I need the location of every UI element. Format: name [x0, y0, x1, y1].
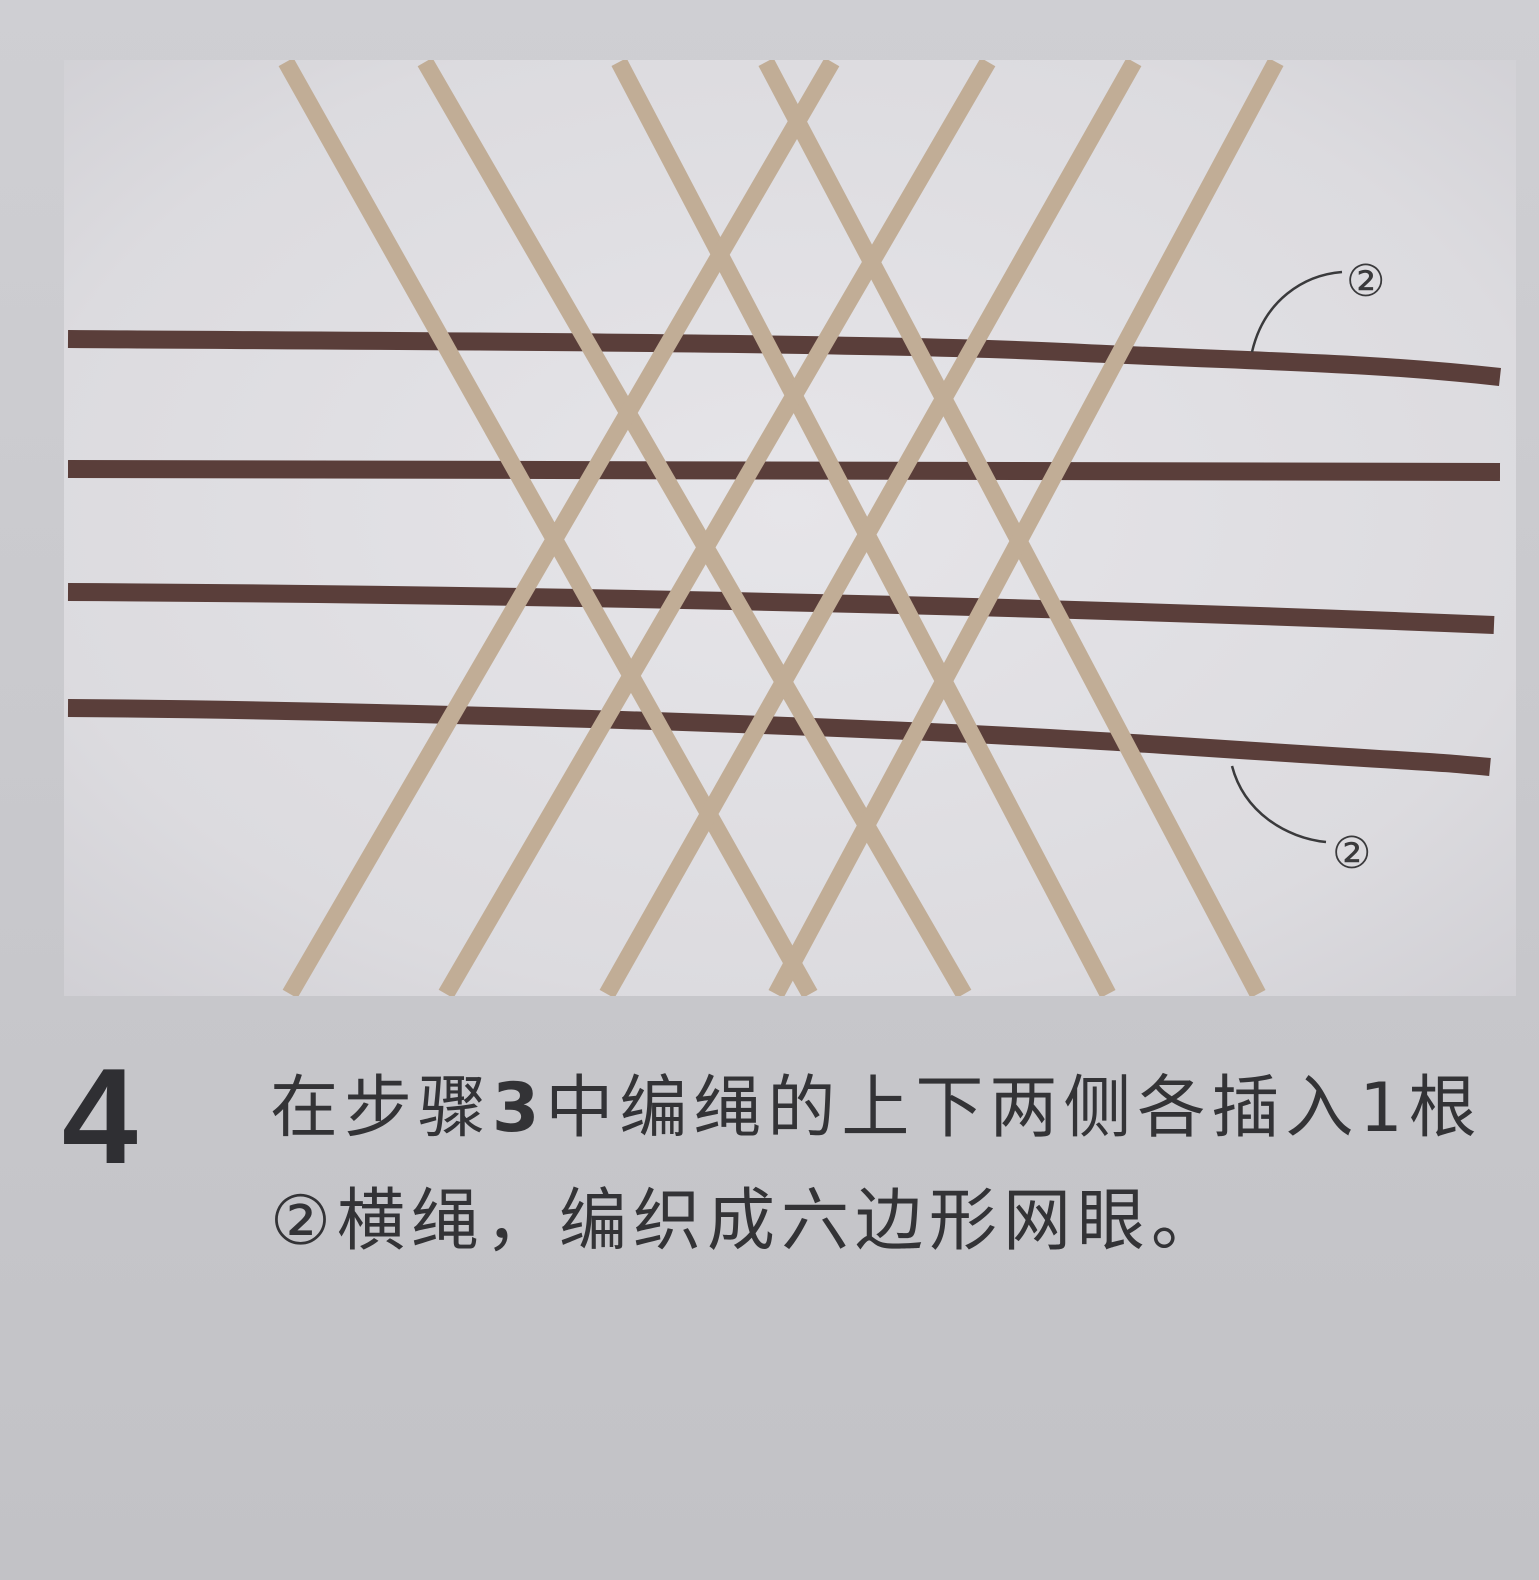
horizontal-rope-4 [67, 699, 1491, 776]
diagonal-rope-2 [417, 60, 972, 996]
diagonal-rope-6 [438, 60, 996, 996]
weaving-photo: ② ② [64, 60, 1516, 996]
instruction-segment-1: 在步骤 [270, 1069, 493, 1148]
diagonal-rope-8 [768, 60, 1284, 996]
callout-lines [1230, 270, 1343, 844]
diagonal-rope-7 [599, 60, 1142, 996]
callout-line-upper [1250, 270, 1343, 353]
diagonal-rope-4 [758, 60, 1266, 996]
diagonal-ropes [278, 60, 1284, 996]
callout-label-upper: ② [1346, 257, 1385, 306]
instruction-text: 在步骤3中编绳的上下两侧各插入1根②横绳，编织成六边形网眼。 [270, 1052, 1510, 1278]
step-number: 4 [62, 1040, 138, 1192]
instruction-step-ref: 3 [492, 1069, 546, 1148]
diagonal-rope-5 [282, 60, 840, 996]
instruction-segment-2: 中编绳的上下两侧各插入1根②横绳，编织成六边形网眼。 [270, 1069, 1483, 1261]
diagonal-rope-1 [278, 60, 818, 996]
callout-label-lower: ② [1332, 829, 1371, 878]
horizontal-rope-2 [67, 459, 1501, 481]
photo-background [64, 60, 1516, 996]
callout-line-lower [1230, 765, 1327, 844]
